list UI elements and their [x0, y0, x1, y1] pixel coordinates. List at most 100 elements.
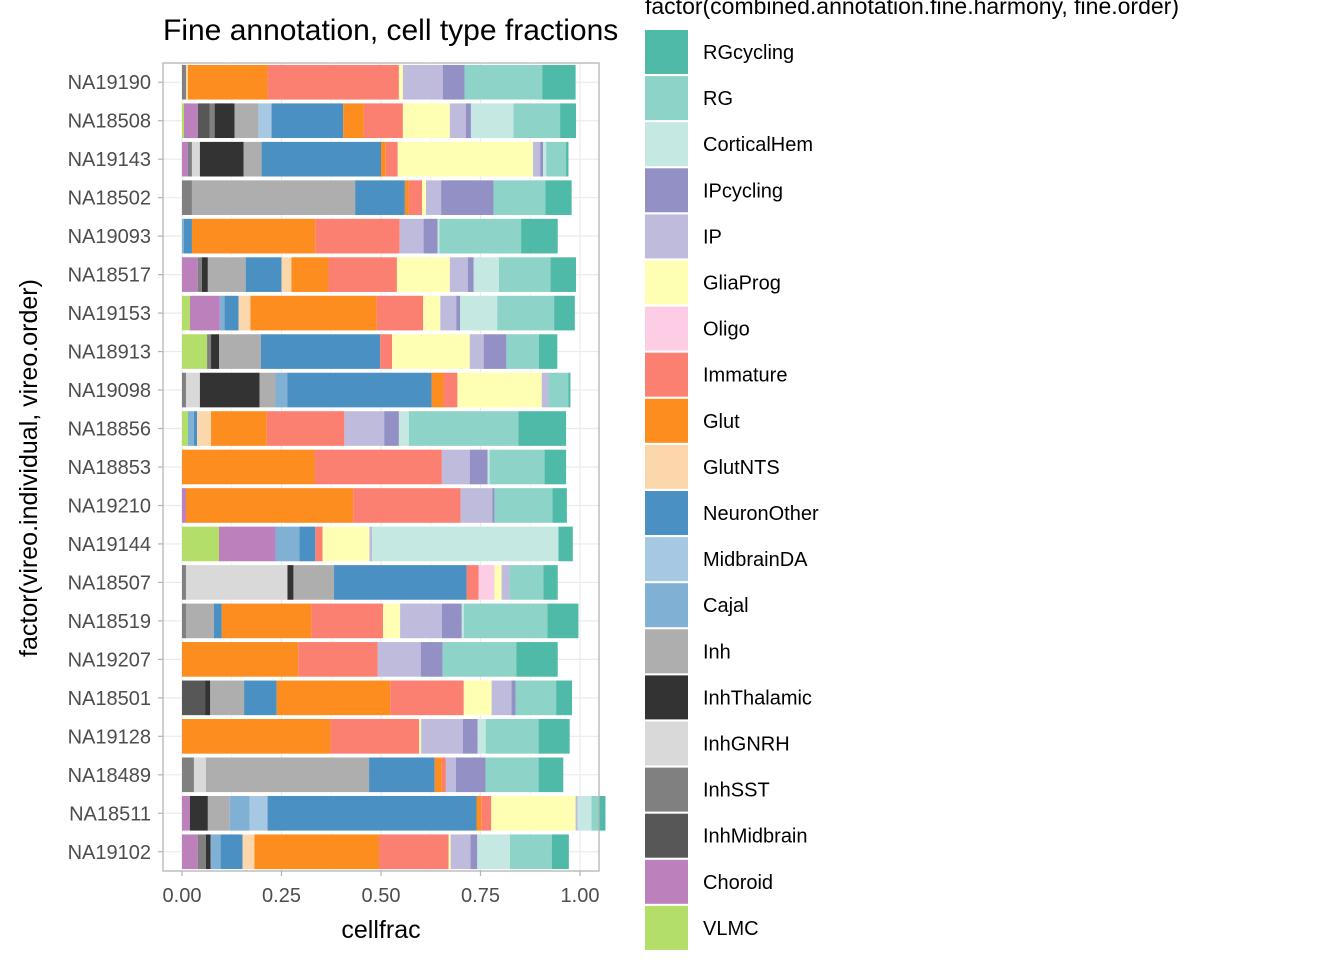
bar-segment-choroid: [182, 488, 186, 523]
legend-label: IPcycling: [703, 180, 783, 202]
bar-segment-gliaprog: [397, 141, 534, 177]
bar-segment-corticalhem: [477, 719, 486, 754]
bar-segment-rg: [515, 680, 557, 716]
bar-segment-rgcycling: [598, 795, 606, 831]
bar-segment-neuronother: [355, 180, 405, 215]
bar-segment-ip: [501, 565, 510, 600]
bar-segment-glut: [182, 449, 315, 485]
bar-segment-inhmidbrain: [182, 680, 206, 716]
bar-segment-choroid: [182, 141, 188, 177]
legend-label: InhGNRH: [703, 734, 790, 756]
bar-segment-ip: [441, 449, 470, 485]
bar-segment-inhsst: [182, 603, 186, 639]
bar-segment-inh: [207, 795, 230, 831]
legend-key-immature: [645, 352, 688, 397]
bar-segment-rgcycling: [543, 565, 558, 600]
bar-segment-glut: [434, 757, 442, 793]
y-tick-label: NA19102: [68, 842, 151, 864]
legend-key-inhgnrh: [645, 721, 688, 766]
bar-segment-rgcycling: [538, 757, 564, 793]
bar-segment-inhsst: [187, 141, 192, 177]
bar-segment-ip: [460, 488, 493, 523]
bar-segment-immature: [481, 795, 492, 831]
bar-segment-rg: [493, 180, 546, 215]
legend-key-vlmc: [645, 905, 688, 950]
bar-segment-glut: [254, 834, 380, 870]
bar-segment-inhthalamic: [199, 141, 244, 177]
bar-segment-gliaprog: [491, 795, 576, 831]
legend-label: Immature: [703, 365, 787, 387]
bar-segment-ipcycling: [469, 449, 488, 485]
bar-segment-ipcycling: [467, 257, 474, 292]
bar-segment-inhthalamic: [214, 103, 235, 139]
bar-segment-rg: [506, 334, 540, 369]
bar-segment-gliaprog: [382, 603, 401, 639]
y-tick-label: NA19210: [68, 495, 151, 517]
bar-segment-gliaprog: [322, 526, 370, 562]
y-tick-label: NA19207: [68, 649, 151, 671]
bar-segment-choroid: [189, 295, 220, 331]
bar-segment-gliaprog: [421, 180, 426, 215]
bar-segment-glut: [185, 488, 354, 523]
bar-segment-rgcycling: [566, 141, 569, 177]
bar-segment-inhsst: [197, 834, 206, 870]
bar-segment-glut: [291, 257, 329, 292]
y-tick-label: NA19143: [68, 149, 151, 171]
bar-segment-ipcycling: [483, 334, 507, 369]
bar-segment-glut: [187, 64, 268, 100]
legend-label: InhThalamic: [703, 687, 812, 709]
bar-segment-inh: [191, 180, 356, 215]
y-tick-label: NA18511: [69, 803, 151, 825]
legend-key-inh: [645, 629, 688, 674]
bar-segment-rg: [408, 411, 519, 446]
bar-segment-neuronother: [299, 526, 316, 562]
bar-segment-choroid: [182, 795, 190, 831]
legend-key-choroid: [645, 859, 688, 904]
bar-segment-ip: [344, 411, 385, 446]
bar-segment-ip: [449, 257, 468, 292]
bar-segment-neuronother: [183, 218, 192, 254]
bar-segment-ipcycling: [492, 488, 495, 523]
bar-segment-corticalhem: [473, 257, 499, 292]
bar-segment-neuronother: [369, 757, 435, 793]
bar-segment-neuronother: [245, 257, 282, 292]
legend-key-glut: [645, 398, 688, 443]
bar-segment-rg: [498, 257, 551, 292]
bar-segment-inhsst: [182, 180, 192, 215]
x-tick-label: 0.50: [362, 885, 401, 907]
legend-key-neuronother: [645, 491, 688, 535]
bar-segment-choroid: [182, 257, 198, 292]
bar-segment-corticalhem: [398, 411, 409, 446]
bar-segment-corticalhem: [577, 795, 592, 831]
bar-segment-ip: [575, 795, 578, 831]
bar-segment-cajal: [219, 295, 225, 331]
bar-segment-corticalhem: [470, 103, 514, 139]
bar-segment-glutnts: [185, 64, 188, 100]
bar-segment-cajal: [275, 372, 288, 408]
bar-segment-inhthalamic: [287, 565, 294, 600]
bar-segment-immature: [466, 565, 479, 600]
bar-segment-rg: [546, 141, 567, 177]
bar-segment-ip: [491, 680, 512, 716]
bar-segment-ipcycling: [462, 719, 478, 754]
bar-segment-inhthalamic: [199, 372, 260, 408]
bar-segment-rgcycling: [556, 680, 573, 716]
bar-segment-rgcycling: [551, 834, 569, 870]
bar-segment-cajal: [182, 218, 184, 254]
bar-segment-rg: [439, 218, 522, 254]
bar-segment-ip: [541, 372, 549, 408]
bar-segment-immature: [353, 488, 461, 523]
y-tick-label: NA18913: [68, 342, 151, 364]
bar-segment-rgcycling: [521, 218, 558, 254]
y-tick-label: NA19128: [68, 726, 151, 748]
y-tick-label: NA18517: [68, 265, 151, 287]
bar-segment-rgcycling: [560, 103, 577, 139]
bar-segment-ipcycling: [384, 411, 399, 446]
x-tick-label: 0.25: [262, 885, 301, 907]
bar-segment-corticalhem: [477, 834, 510, 870]
bar-segment-inhmidbrain: [197, 103, 210, 139]
bar-segment-rg: [485, 719, 539, 754]
chart-title: Fine annotation, cell type fractions: [163, 14, 618, 47]
bar-segment-rgcycling: [539, 334, 558, 369]
bar-segment-immature: [408, 180, 422, 215]
